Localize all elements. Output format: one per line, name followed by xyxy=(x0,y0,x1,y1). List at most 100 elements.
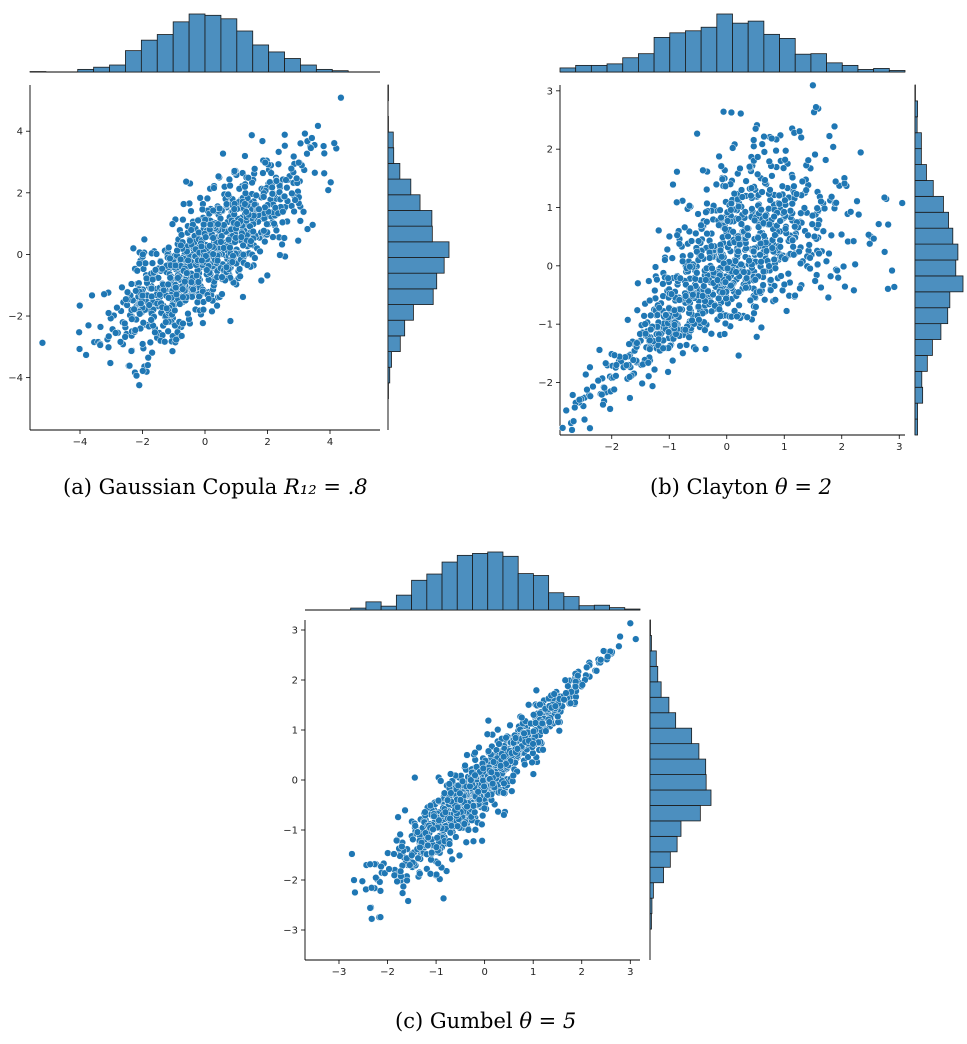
scatter-point xyxy=(706,254,714,262)
scatter-point xyxy=(116,338,125,346)
top-hist-bar xyxy=(456,554,473,611)
scatter-point xyxy=(743,313,751,321)
top-hist-bar xyxy=(350,607,367,611)
x-tick-label: 2 xyxy=(264,437,270,448)
scatter-point xyxy=(776,243,784,251)
scatter-point xyxy=(145,301,153,309)
scatter-point xyxy=(251,254,259,262)
scatter-point xyxy=(376,913,385,921)
right-hist-bar xyxy=(914,116,918,134)
scatter-point xyxy=(220,221,228,229)
scatter-point xyxy=(685,333,693,341)
scatter-point xyxy=(752,303,760,311)
scatter-point xyxy=(695,316,703,324)
scatter-point xyxy=(133,267,141,275)
scatter-point xyxy=(237,233,245,241)
scatter-point xyxy=(293,174,301,183)
scatter-point xyxy=(241,200,249,208)
scatter-point xyxy=(172,335,180,344)
scatter-point xyxy=(583,663,591,672)
scatter-point xyxy=(753,170,762,178)
x-tick: 2 xyxy=(579,960,585,978)
scatter-point xyxy=(249,227,257,236)
right-histogram xyxy=(387,84,450,400)
scatter-point xyxy=(403,876,411,885)
scatter-point xyxy=(320,149,328,158)
scatter-point xyxy=(294,237,302,245)
scatter-point xyxy=(184,310,192,318)
scatter-point xyxy=(559,424,567,432)
right-hist-bar xyxy=(649,712,677,729)
top-hist-bar xyxy=(204,14,222,73)
scatter-point xyxy=(796,284,804,293)
scatter-point xyxy=(777,272,785,280)
scatter-point xyxy=(230,167,239,175)
scatter-point xyxy=(798,177,807,186)
scatter-point xyxy=(770,212,778,221)
scatter-point xyxy=(898,199,906,207)
top-histogram xyxy=(29,13,349,73)
y-tick-label: 2 xyxy=(292,676,298,687)
scatter-point xyxy=(850,286,858,294)
scatter-point xyxy=(681,223,689,232)
scatter-points xyxy=(38,94,345,389)
scatter-point xyxy=(104,343,113,351)
scatter-point xyxy=(768,134,776,143)
scatter-point xyxy=(756,251,764,259)
scatter-point xyxy=(800,204,809,212)
scatter-point xyxy=(668,254,676,262)
top-hist-bar xyxy=(606,63,624,73)
scatter-point xyxy=(825,249,833,258)
scatter-point xyxy=(230,205,238,213)
top-hist-bar xyxy=(716,13,733,73)
scatter-point xyxy=(855,210,863,219)
scatter-point xyxy=(804,156,812,164)
scatter-point xyxy=(174,274,182,282)
caption-text: Gumbel xyxy=(429,1009,513,1033)
scatter-point xyxy=(742,284,750,292)
scatter-point xyxy=(396,830,404,839)
scatter-point xyxy=(275,148,283,156)
top-hist-bar xyxy=(747,20,765,73)
scatter-point xyxy=(179,293,187,301)
top-hist-bar xyxy=(380,605,397,611)
scatter-point xyxy=(38,339,47,347)
scatter-point xyxy=(536,700,544,709)
scatter-point xyxy=(707,330,716,338)
scatter-point xyxy=(566,699,575,707)
scatter-point xyxy=(612,361,620,369)
scatter-point xyxy=(137,299,145,308)
scatter-point xyxy=(822,257,831,265)
top-hist-bar xyxy=(426,573,443,611)
scatter-point xyxy=(650,365,659,374)
scatter-point xyxy=(156,291,164,299)
scatter-point xyxy=(719,288,727,297)
scatter-point xyxy=(327,178,335,186)
x-tick: −2 xyxy=(135,430,150,448)
x-tick: −4 xyxy=(73,430,87,448)
scatter-point xyxy=(750,309,758,317)
scatter-point xyxy=(813,204,821,212)
scatter-point xyxy=(822,156,830,164)
scatter-point xyxy=(633,339,641,347)
x-tick-label: 1 xyxy=(530,967,536,978)
scatter-point xyxy=(269,233,277,241)
scatter-point xyxy=(849,237,858,245)
right-hist-bar xyxy=(914,339,933,356)
scatter-point xyxy=(651,263,660,271)
scatter-point xyxy=(525,701,533,709)
scatter-point xyxy=(645,277,653,285)
scatter-point xyxy=(136,310,144,318)
scatter-point xyxy=(770,255,778,264)
scatter-point xyxy=(727,281,735,290)
scatter-point xyxy=(734,288,743,296)
y-tick: 2 xyxy=(292,676,305,687)
top-hist-bar xyxy=(578,605,595,611)
scatter-point xyxy=(715,152,723,161)
scatter-point xyxy=(469,837,478,845)
top-hist-bar xyxy=(172,21,190,73)
scatter-point xyxy=(634,279,642,287)
scatter-point xyxy=(694,237,703,245)
scatter-point xyxy=(888,266,896,275)
scatter-point xyxy=(703,218,711,226)
